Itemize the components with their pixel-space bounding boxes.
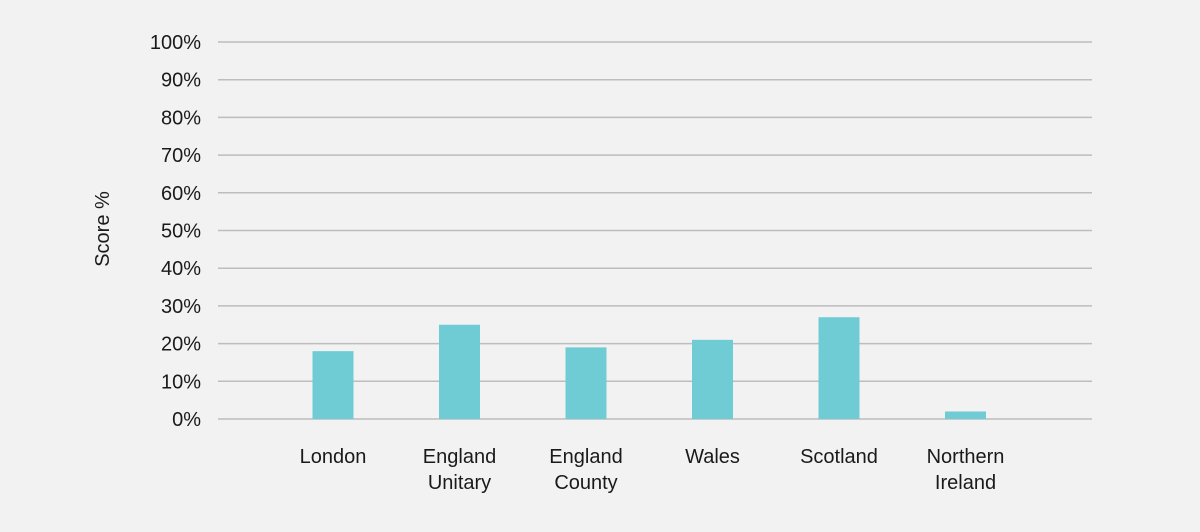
y-tick-label: 10% [161, 371, 201, 393]
x-tick-label-line: London [300, 446, 367, 468]
bar [945, 411, 986, 419]
x-tick-label: Scotland [800, 446, 878, 468]
x-tick-label-line: Wales [685, 446, 740, 468]
y-tick-label: 50% [161, 221, 201, 243]
bar [692, 339, 733, 419]
x-tick-label-line: Scotland [800, 446, 878, 468]
y-axis-label: Score % [92, 191, 114, 267]
y-tick-label: 90% [161, 70, 201, 92]
y-tick-label: 0% [172, 409, 201, 431]
x-tick-label: Northern Ireland [927, 446, 1005, 494]
x-tick-label: England Unitary [423, 446, 496, 494]
x-tick-label-line: England [549, 446, 622, 468]
x-tick-label-line: Northern [927, 446, 1005, 468]
bar [439, 324, 480, 419]
y-tick-label: 80% [161, 107, 201, 129]
bars [312, 317, 986, 419]
x-tick-label: England County [549, 446, 622, 494]
x-axis-ticks: London England Unitary England County Wales Sc… [300, 446, 1005, 494]
x-tick-label-line: County [554, 472, 617, 494]
y-axis-ticks: 0% 10% 20% 30% 40% 50% 60% 70% 80% 90% 100% [150, 32, 201, 431]
y-tick-label: 100% [150, 32, 201, 54]
x-tick-label: London [300, 446, 367, 468]
x-tick-label-line: Ireland [935, 472, 996, 494]
y-tick-label: 30% [161, 296, 201, 318]
bar [818, 317, 860, 419]
y-tick-label: 70% [161, 145, 201, 167]
x-tick-label-line: England [423, 446, 496, 468]
bar [312, 351, 354, 419]
x-tick-label: Wales [685, 446, 740, 468]
gridlines [218, 41, 1092, 420]
bar [565, 347, 607, 419]
y-tick-label: 20% [161, 334, 201, 356]
y-tick-label: 60% [161, 183, 201, 205]
x-tick-label-line: Unitary [428, 472, 491, 494]
y-tick-label: 40% [161, 258, 201, 280]
